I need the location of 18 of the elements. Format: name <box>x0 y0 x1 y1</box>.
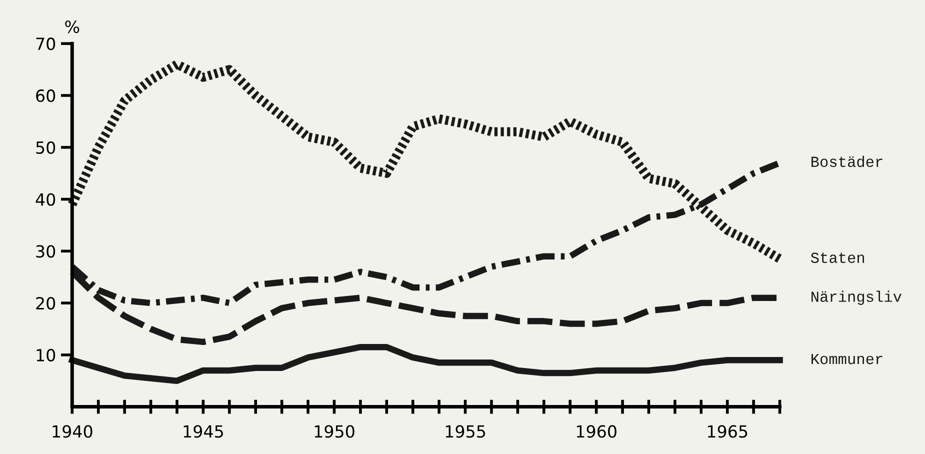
x-tick-label: 1955 <box>446 425 486 438</box>
x-tick-label: 1940 <box>52 425 92 438</box>
y-tick-label: 10 <box>36 348 56 362</box>
x-tick-label: 1950 <box>314 425 354 438</box>
y-tick-label: 60 <box>36 89 56 102</box>
y-tick-label: 20 <box>36 296 56 310</box>
x-tick-label: 1960 <box>576 425 616 438</box>
text: Staten <box>810 252 864 264</box>
text: Bostäder <box>812 156 882 168</box>
y-axis-title: % <box>65 20 80 34</box>
y-tick-label: 40 <box>36 193 56 206</box>
x-tick-label: 1965 <box>708 425 748 438</box>
y-tick-label: 30 <box>36 245 56 258</box>
text: Kommuner <box>812 354 882 364</box>
text: Näringsliv <box>812 290 902 305</box>
y-tick-label: 50 <box>36 141 56 154</box>
x-tick-label: 1945 <box>184 425 223 438</box>
y-tick-label: 70 <box>36 38 56 50</box>
